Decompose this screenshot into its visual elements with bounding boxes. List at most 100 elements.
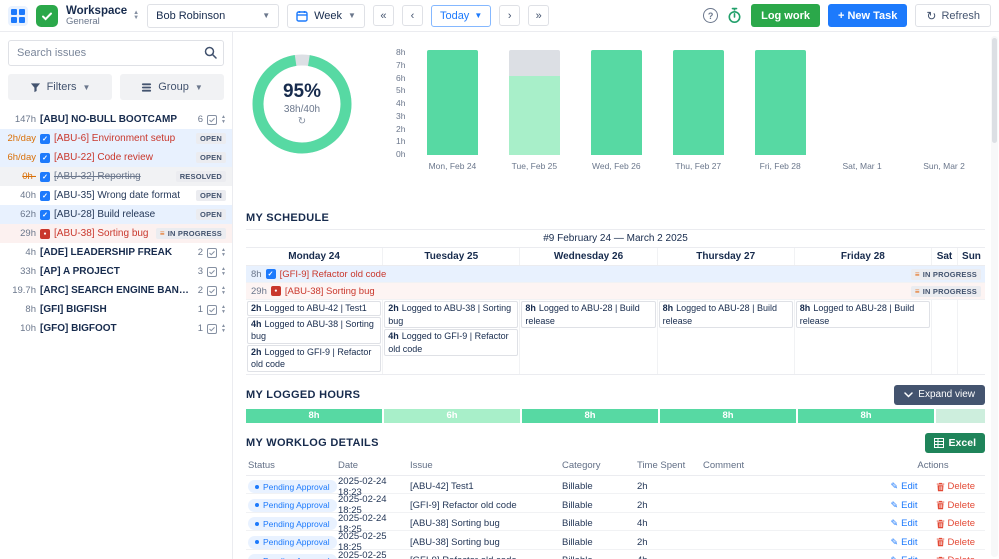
scrollbar-thumb[interactable]	[992, 38, 997, 143]
edit-button[interactable]: ✎Edit	[890, 536, 918, 548]
bar[interactable]	[590, 50, 642, 155]
logged-hours-segment[interactable]: 8h	[798, 408, 935, 423]
bar[interactable]	[672, 50, 724, 155]
worklog-entry[interactable]: 8h Logged to ABU-28 | Build release	[795, 301, 930, 328]
sidebar-issue-row[interactable]: 62h ✓ [ABU-28] Build release OPEN	[0, 205, 232, 224]
day-header[interactable]: Monday 24	[246, 248, 384, 265]
edit-button[interactable]: ✎Edit	[890, 499, 918, 511]
next-period-button[interactable]: ›	[499, 5, 521, 26]
expand-view-button[interactable]: Expand view	[894, 384, 985, 405]
new-task-button[interactable]: + New Task	[827, 4, 908, 27]
logged-hours-segment[interactable]: 8h	[246, 408, 383, 423]
day-header[interactable]: Sun	[962, 251, 981, 262]
logged-hours-segment[interactable]: 8h	[522, 408, 659, 423]
workspace-switcher[interactable]: Workspace General ▲ ▼	[66, 5, 139, 27]
refresh-small-icon[interactable]: ↻	[297, 116, 307, 127]
scrollbar[interactable]	[991, 36, 998, 557]
edit-button[interactable]: ✎Edit	[890, 518, 918, 529]
multi-day-task-row[interactable]: 29h ● [ABU-38] Sorting bug ≡ IN PROGRESS	[246, 283, 985, 300]
worklog-entry[interactable]: 4h Logged to GFI-9 | Refactor old code	[384, 329, 519, 356]
bar[interactable]	[508, 50, 560, 155]
day-cell[interactable]: 8h Logged to ABU-28 | Build release	[658, 300, 795, 374]
day-cell[interactable]	[958, 300, 985, 374]
app-switcher-icon[interactable]	[8, 5, 28, 26]
day-cell[interactable]: 2h Logged to ABU-38 | Sorting bug 4h Logge…	[383, 300, 521, 374]
today-button[interactable]: Today ▼	[430, 4, 492, 27]
delete-button[interactable]: Delete	[936, 555, 975, 559]
x-axis-label: Sun, Mar 2	[923, 161, 965, 171]
sidebar-issue-row[interactable]: 6h/day ✓ [ABU-22] Code review OPEN	[0, 148, 232, 167]
worklog-issue[interactable]: [GFI-9] Refactor old code	[410, 499, 517, 511]
filters-button[interactable]: Filters ▼	[8, 74, 112, 100]
collapse-arrows-icon[interactable]: ▲ ▼	[221, 114, 226, 125]
issue-time: 2h/day	[7, 133, 36, 144]
collapse-arrows-icon[interactable]: ▲ ▼	[221, 304, 226, 315]
bar[interactable]	[754, 50, 806, 155]
refresh-button[interactable]: ↻ Refresh	[915, 4, 991, 27]
prev-period-button[interactable]: ‹	[401, 5, 423, 26]
help-icon[interactable]: ?	[703, 8, 719, 23]
delete-button[interactable]: Delete	[936, 500, 975, 511]
collapse-arrows-icon[interactable]: ▲ ▼	[221, 266, 226, 277]
timer-icon[interactable]	[726, 7, 743, 24]
day-header[interactable]: Wednesday 26	[520, 248, 658, 265]
issue-time: 0h-	[22, 171, 36, 182]
sidebar-issue-row[interactable]: 2h/day ✓ [ABU-6] Environment setup OPEN	[0, 129, 232, 148]
worklog-entry[interactable]: 8h Logged to ABU-28 | Build release	[521, 301, 656, 328]
sidebar-issue-row[interactable]: 0h- ✓ [ABU-32] Reporting RESOLVED	[0, 167, 232, 186]
delete-button[interactable]: Delete	[936, 518, 975, 529]
bar[interactable]	[427, 50, 478, 155]
bar[interactable]	[837, 50, 888, 155]
log-work-button[interactable]: Log work	[751, 4, 820, 27]
bug-icon: ●	[270, 286, 281, 296]
excel-export-button[interactable]: Excel	[924, 432, 985, 453]
collapse-arrows-icon[interactable]: ▲ ▼	[221, 323, 226, 334]
worklog-entry[interactable]: 2h Logged to ABU-38 | Sorting bug	[384, 301, 519, 328]
worklog-entry[interactable]: 8h Logged to ABU-28 | Build release	[658, 301, 793, 328]
day-header[interactable]: Friday 28	[795, 248, 932, 265]
sidebar-project-row[interactable]: 147h [ABU] NO-BULL BOOTCAMP 6 ▲ ▼	[0, 110, 232, 129]
group-button[interactable]: Group ▼	[120, 74, 224, 100]
sidebar-project-row[interactable]: 8h [GFI] BIGFISH 1 ▲ ▼	[0, 300, 232, 319]
sidebar-issue-row[interactable]: 29h ● [ABU-38] Sorting bug ≡ IN PROGRESS	[0, 224, 232, 243]
sidebar-project-row[interactable]: 10h [GFO] BIGFOOT 1 ▲ ▼	[0, 319, 232, 338]
view-mode-select[interactable]: Week ▼	[287, 3, 365, 28]
column-header: Time Spent	[637, 460, 686, 471]
delete-button[interactable]: Delete	[936, 481, 975, 492]
logged-hours-segment[interactable]	[936, 408, 985, 423]
worklog-issue[interactable]: [ABU-38] Sorting bug	[410, 536, 500, 548]
next-period-fast-button[interactable]: »	[528, 5, 550, 26]
worklog-entry[interactable]: 2h Logged to ABU-42 | Test1	[247, 301, 382, 316]
day-header[interactable]: Tuesday 25	[383, 248, 521, 265]
delete-button[interactable]: Delete	[936, 537, 975, 548]
edit-button[interactable]: ✎Edit	[891, 555, 918, 559]
user-select[interactable]: Bob Robinson ▼	[147, 3, 280, 28]
bar[interactable]	[919, 50, 970, 155]
app-logo-icon[interactable]	[36, 4, 58, 27]
logged-hours-segment[interactable]: 8h	[660, 408, 797, 423]
board-icon	[207, 285, 218, 296]
search-input[interactable]	[8, 40, 224, 66]
worklog-entry[interactable]: 2h Logged to GFI-9 | Refactor old code	[247, 344, 382, 372]
search-icon[interactable]	[204, 46, 217, 59]
sidebar-project-row[interactable]: 19.7h [ARC] SEARCH ENGINE BANDITS 2 ▲ ▼	[0, 281, 232, 300]
day-cell[interactable]: 8h Logged to ABU-28 | Build release	[795, 300, 932, 374]
sidebar-project-row[interactable]: 33h [AP] A PROJECT 3 ▲ ▼	[0, 262, 232, 281]
worklog-entry[interactable]: 4h Logged to ABU-38 | Sorting bug	[247, 316, 382, 344]
edit-button[interactable]: ✎Edit	[890, 481, 918, 492]
day-header[interactable]: Thursday 27	[658, 248, 795, 265]
worklog-issue[interactable]: [ABU-42] Test1	[410, 481, 474, 492]
collapse-arrows-icon[interactable]: ▲ ▼	[221, 247, 226, 258]
day-header[interactable]: Sat	[932, 248, 958, 265]
logged-hours-segment[interactable]: 6h	[384, 408, 521, 423]
multi-day-task-row[interactable]: 8h ✓ [GFI-9] Refactor old code ≡ IN PROGR…	[246, 266, 985, 283]
prev-period-fast-button[interactable]: «	[372, 5, 394, 26]
collapse-arrows-icon[interactable]: ▲ ▼	[221, 285, 226, 296]
sidebar-project-row[interactable]: 4h [ADE] LEADERSHIP FREAK 2 ▲ ▼	[0, 243, 232, 262]
day-cell[interactable]	[932, 300, 958, 374]
worklog-issue[interactable]: [ABU-38] Sorting bug	[410, 518, 500, 529]
day-cell[interactable]: 8h Logged to ABU-28 | Build release	[520, 300, 658, 374]
sidebar-issue-row[interactable]: 40h ✓ [ABU-35] Wrong date format OPEN	[0, 186, 232, 205]
worklog-issue[interactable]: [GFI-9] Refactor old code	[410, 555, 562, 559]
day-cell[interactable]: 2h Logged to ABU-42 | Test1 4h Logged to A…	[246, 300, 384, 374]
